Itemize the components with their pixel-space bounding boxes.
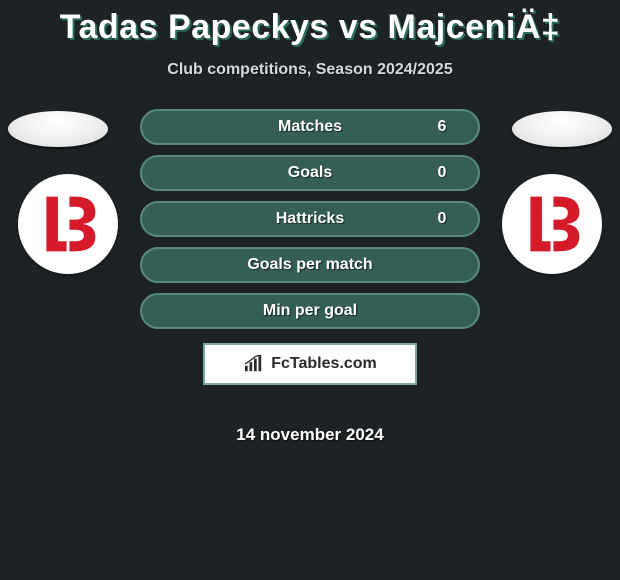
club-logo-icon <box>516 188 588 260</box>
right-club-logo <box>502 174 602 274</box>
stat-row-min-per-goal: Min per goal <box>140 293 480 329</box>
page-title: Tadas Papeckys vs MajceniÄ‡ <box>0 0 620 47</box>
stat-label: Goals per match <box>142 256 478 274</box>
generated-date: 14 november 2024 <box>0 425 620 445</box>
stat-right-value: 0 <box>412 210 472 228</box>
stat-row-goals-per-match: Goals per match <box>140 247 480 283</box>
stat-right-value: 0 <box>412 164 472 182</box>
comparison-panel: Matches 6 Goals 0 Hattricks 0 Goals per … <box>0 109 620 369</box>
stat-label: Min per goal <box>142 302 478 320</box>
left-ellipse-decor <box>8 111 108 147</box>
stat-right-value: 6 <box>412 118 472 136</box>
bar-chart-icon <box>243 355 265 373</box>
club-logo-icon <box>32 188 104 260</box>
stat-row-matches: Matches 6 <box>140 109 480 145</box>
left-club-logo <box>18 174 118 274</box>
stat-pill-list: Matches 6 Goals 0 Hattricks 0 Goals per … <box>140 109 480 339</box>
right-ellipse-decor <box>512 111 612 147</box>
watermark-text: FcTables.com <box>271 355 377 373</box>
stat-row-goals: Goals 0 <box>140 155 480 191</box>
stat-row-hattricks: Hattricks 0 <box>140 201 480 237</box>
page-subtitle: Club competitions, Season 2024/2025 <box>0 61 620 79</box>
watermark-badge: FcTables.com <box>203 343 417 385</box>
